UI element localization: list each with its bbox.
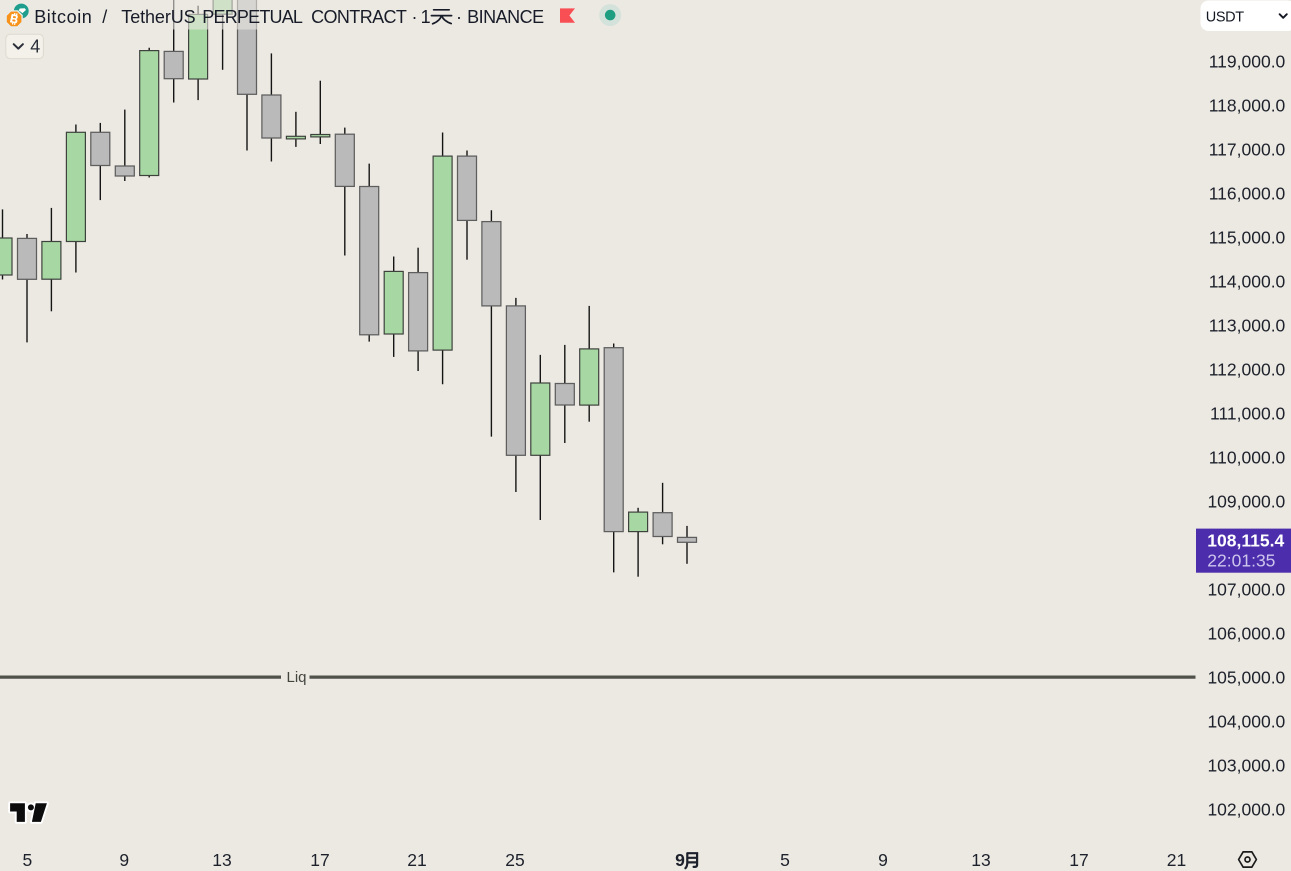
svg-text:13: 13	[971, 850, 990, 870]
svg-text:PERPETUAL: PERPETUAL	[202, 7, 303, 27]
svg-text:9: 9	[675, 850, 685, 870]
svg-text:17: 17	[1069, 850, 1088, 870]
svg-text:104,000.0: 104,000.0	[1207, 711, 1285, 731]
svg-text:105,000.0: 105,000.0	[1207, 667, 1285, 687]
svg-text:107,000.0: 107,000.0	[1207, 579, 1285, 599]
svg-text:118,000.0: 118,000.0	[1209, 95, 1286, 115]
svg-text:108,115.4: 108,115.4	[1207, 531, 1284, 551]
svg-text:112,000.0: 112,000.0	[1209, 359, 1286, 379]
svg-text:114,000.0: 114,000.0	[1209, 271, 1286, 291]
svg-text:USDT: USDT	[1206, 10, 1244, 26]
svg-text:106,000.0: 106,000.0	[1207, 623, 1285, 643]
svg-text:109,000.0: 109,000.0	[1207, 491, 1285, 511]
svg-text:117,000.0: 117,000.0	[1209, 139, 1286, 159]
svg-text:·: ·	[412, 7, 418, 27]
svg-text:115,000.0: 115,000.0	[1209, 227, 1286, 247]
svg-text:17: 17	[310, 850, 329, 870]
svg-text:CONTRACT: CONTRACT	[311, 7, 407, 27]
svg-text:5: 5	[780, 850, 790, 870]
svg-text:113,000.0: 113,000.0	[1209, 315, 1286, 335]
svg-text:Liq: Liq	[287, 669, 307, 686]
svg-text:TetherUS: TetherUS	[121, 7, 195, 27]
svg-text:5: 5	[23, 850, 33, 870]
svg-text:25: 25	[505, 850, 524, 870]
svg-text:21: 21	[1167, 850, 1186, 870]
svg-text:4: 4	[30, 37, 40, 57]
svg-text:102,000.0: 102,000.0	[1207, 799, 1285, 819]
svg-text:Bitcoin: Bitcoin	[34, 7, 92, 27]
svg-text:110,000.0: 110,000.0	[1209, 447, 1286, 467]
svg-text:22:01:35: 22:01:35	[1207, 551, 1275, 571]
svg-text:1: 1	[421, 7, 431, 27]
svg-text:BINANCE: BINANCE	[467, 7, 544, 27]
svg-text:111,000.0: 111,000.0	[1210, 403, 1286, 423]
svg-text:9: 9	[878, 850, 888, 870]
svg-text:103,000.0: 103,000.0	[1207, 755, 1285, 775]
svg-text:13: 13	[212, 850, 231, 870]
svg-text:116,000.0: 116,000.0	[1209, 183, 1286, 203]
svg-text:119,000.0: 119,000.0	[1209, 51, 1286, 71]
svg-text:9: 9	[119, 850, 129, 870]
svg-text:/: /	[102, 7, 107, 27]
svg-text:·: ·	[456, 7, 462, 27]
svg-text:21: 21	[407, 850, 426, 870]
